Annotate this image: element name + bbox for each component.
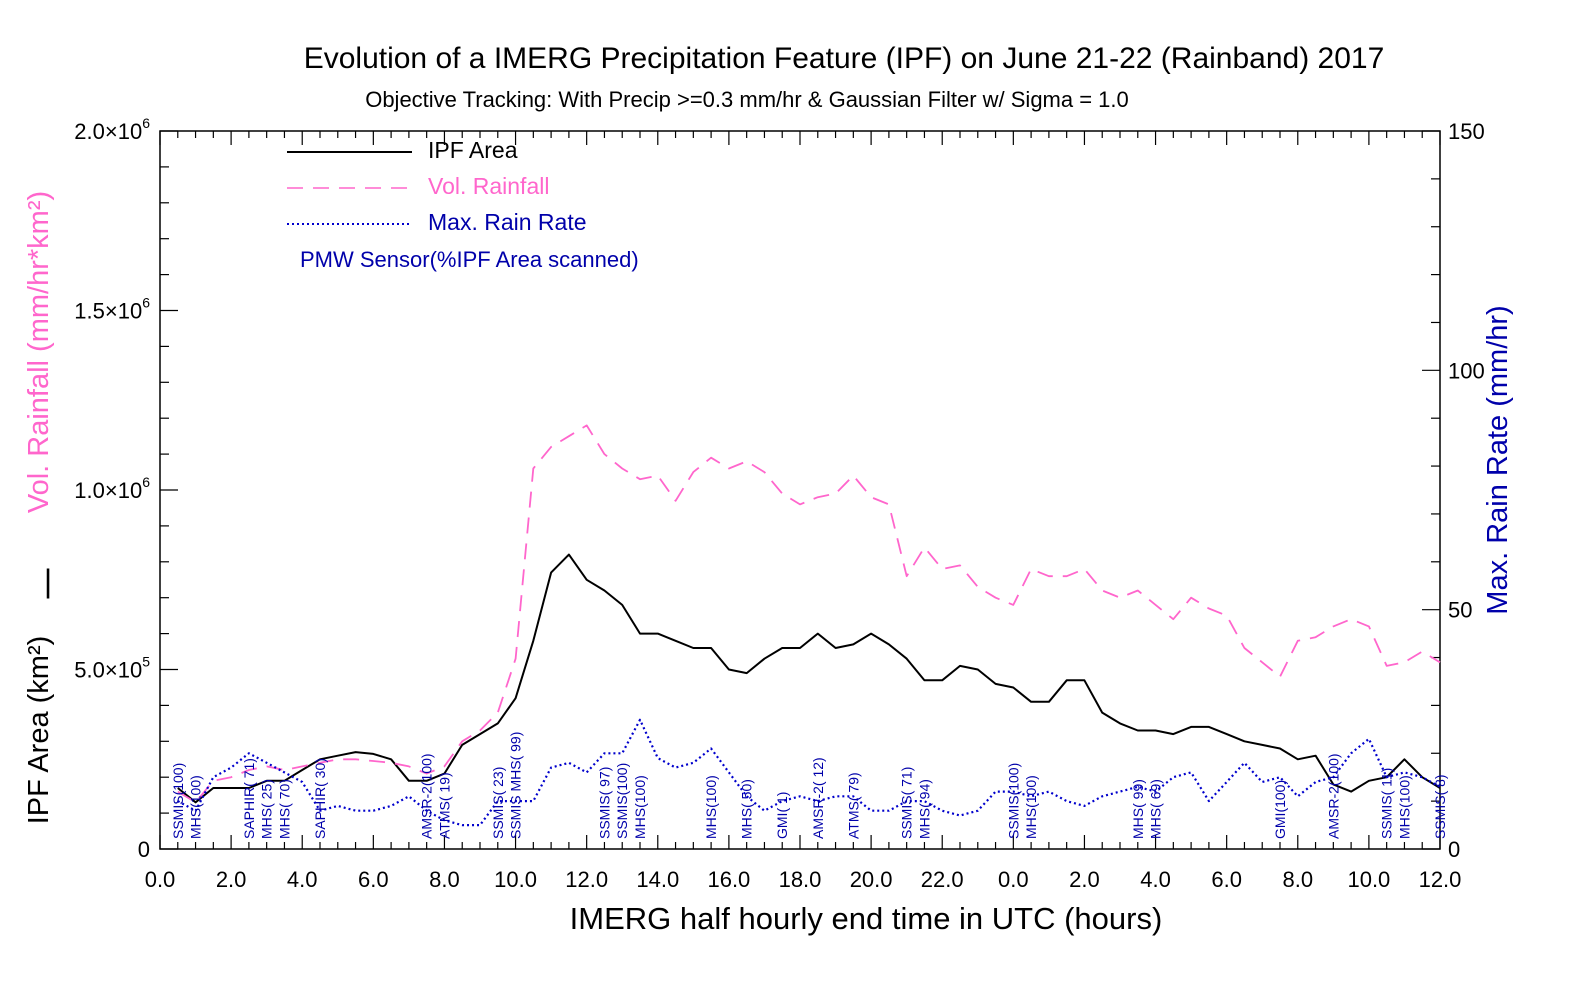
x-tick-label: 0.0 — [998, 867, 1029, 892]
x-tick-label: 18.0 — [779, 867, 822, 892]
x-tick-label: 2.0 — [216, 867, 247, 892]
y-left-axis-label-bottom: IPF Area (km²) — [23, 636, 55, 825]
legend-note: PMW Sensor(%IPF Area scanned) — [300, 247, 639, 272]
y-right-tick-label: 0 — [1448, 837, 1460, 862]
x-axis-label: IMERG half hourly end time in UTC (hours… — [570, 901, 1163, 936]
x-tick-label: 12.0 — [565, 867, 608, 892]
x-tick-label: 10.0 — [1347, 867, 1390, 892]
series-layer — [177, 424, 1441, 827]
axis-ticks — [159, 130, 1441, 850]
legend-label-maxrate: Max. Rain Rate — [428, 209, 587, 235]
x-tick-label: 20.0 — [850, 867, 893, 892]
y-left-tick-label: 5.0×105 — [74, 654, 150, 683]
sensor-label: AMSR-2(100) — [419, 753, 435, 839]
sensor-label: SSMIS( 71) — [899, 767, 915, 839]
sensor-label: MHS(100) — [188, 775, 204, 839]
sensor-label: MHS( 25) — [259, 779, 275, 839]
x-tick-label: 14.0 — [636, 867, 679, 892]
sensor-label: SSMIS( 8) — [1432, 774, 1448, 839]
y-left-tick-label: 0 — [138, 837, 150, 862]
sensor-label: SSMIS(100) — [614, 763, 630, 839]
y-left-axis-label-marker: | — [44, 563, 52, 599]
sensor-label: MHS(100) — [703, 775, 719, 839]
y-left-tick-label: 1.0×106 — [74, 474, 150, 503]
sensor-label: MHS(100) — [1023, 775, 1039, 839]
y-left-tick-label: 1.5×106 — [74, 295, 150, 324]
sensor-label: GMI(100) — [1272, 780, 1288, 839]
y-right-tick-labels: 0 50 100 150 — [1448, 119, 1485, 862]
x-tick-label: 0.0 — [145, 867, 176, 892]
sensor-label: MHS( 69) — [1148, 779, 1164, 839]
y-right-tick-label: 100 — [1448, 358, 1485, 383]
sensor-label: MHS(100) — [632, 775, 648, 839]
x-tick-label: 6.0 — [358, 867, 389, 892]
y-right-tick-label: 50 — [1448, 598, 1472, 623]
sensor-labels: SSMIS(100) MHS(100) SAPHIR( 71) MHS( 25) MHS… — [170, 732, 1448, 839]
y-left-axis-label-top: Vol. Rainfall (mm/hr*km²) — [23, 191, 55, 513]
sensor-label: MHS( 70) — [276, 779, 292, 839]
x-tick-label: 4.0 — [287, 867, 318, 892]
x-tick-label: 4.0 — [1140, 867, 1171, 892]
sensor-label: SSMIS(100) — [170, 763, 186, 839]
vol-rainfall-line — [177, 424, 1441, 804]
x-tick-label: 8.0 — [1282, 867, 1313, 892]
x-tick-label: 2.0 — [1069, 867, 1100, 892]
legend-label-rainfall: Vol. Rainfall — [428, 173, 549, 199]
sensor-label: AMSR-2( 12) — [810, 757, 826, 839]
x-tick-label: 22.0 — [921, 867, 964, 892]
sensor-label: SSMIS( 11) — [1379, 768, 1395, 839]
max-rain-rate-line — [177, 718, 1441, 827]
sensor-label: MHS( 50) — [739, 779, 755, 839]
chart-subtitle: Objective Tracking: With Precip >=0.3 mm… — [365, 87, 1129, 112]
sensor-label: MHS( 99) — [1130, 779, 1146, 839]
x-tick-label: 6.0 — [1211, 867, 1242, 892]
sensor-label: SSMIS( 97) — [596, 767, 612, 839]
sensor-label: SAPHIR( 71) — [241, 758, 257, 839]
x-tick-label: 10.0 — [494, 867, 537, 892]
x-tick-label: 16.0 — [707, 867, 750, 892]
y-left-tick-labels: 0 5.0×105 1.0×106 1.5×106 2.0×106 — [74, 115, 150, 862]
sensor-label: ATMS( 79) — [845, 772, 861, 839]
sensor-label: SSMIS(100) — [1005, 763, 1021, 839]
y-left-tick-label: 2.0×106 — [74, 115, 150, 144]
sensor-label: AMSR-2(100) — [1325, 753, 1341, 839]
x-tick-labels: 0.0 2.0 4.0 6.0 8.0 10.0 12.0 14.0 16.0 18.0 20.0 2… — [145, 867, 1462, 892]
sensor-label: SAPHIR( 30) — [312, 758, 328, 839]
y-right-tick-label: 150 — [1448, 119, 1485, 144]
sensor-label: MHS( 94) — [916, 779, 932, 839]
y-right-axis-label: Max. Rain Rate (mm/hr) — [1482, 305, 1514, 614]
legend-label-area: IPF Area — [428, 137, 518, 163]
ipf-area-line — [177, 553, 1441, 804]
sensor-label: MHS(100) — [1396, 775, 1412, 839]
chart-title: Evolution of a IMERG Precipitation Featu… — [304, 42, 1385, 75]
x-tick-label: 12.0 — [1419, 867, 1462, 892]
legend: IPF Area Vol. Rainfall Max. Rain Rate PM… — [287, 137, 639, 272]
sensor-label: GMI( 1) — [774, 792, 790, 839]
sensor-label: SSMIS MHS( 99) — [508, 732, 524, 839]
sensor-label: SSMIS( 23) — [490, 767, 506, 839]
sensor-label: ATMS( 19) — [436, 772, 452, 839]
x-tick-label: 8.0 — [429, 867, 460, 892]
